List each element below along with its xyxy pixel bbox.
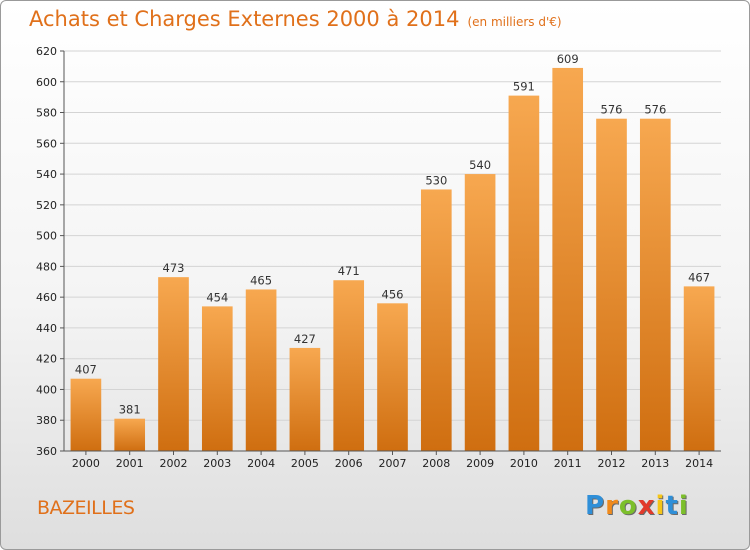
value-label: 591 bbox=[513, 80, 535, 94]
bar-2003[interactable] bbox=[201, 306, 233, 451]
value-label: 473 bbox=[163, 261, 185, 275]
chart-title: Achats et Charges Externes 2000 à 2014 (e… bbox=[29, 7, 562, 31]
bar-2002[interactable] bbox=[158, 277, 189, 451]
x-tick-label: 2003 bbox=[203, 457, 231, 470]
logo-letter: t bbox=[665, 491, 679, 521]
y-tick-label: 500 bbox=[36, 230, 57, 243]
x-tick-label: 2008 bbox=[422, 457, 450, 470]
y-tick-label: 420 bbox=[36, 353, 57, 366]
bar-2004[interactable] bbox=[245, 289, 277, 451]
value-label: 465 bbox=[250, 273, 272, 287]
logo-letter: x bbox=[637, 491, 656, 521]
x-tick-label: 2004 bbox=[247, 457, 275, 470]
y-tick-label: 460 bbox=[36, 291, 57, 304]
bar-2012[interactable] bbox=[596, 118, 627, 451]
value-label: 427 bbox=[294, 332, 316, 346]
bar-2001[interactable] bbox=[114, 418, 146, 451]
y-tick-label: 480 bbox=[36, 260, 57, 273]
logo-letter: i bbox=[678, 491, 689, 521]
x-tick-label: 2006 bbox=[335, 457, 363, 470]
y-tick-label: 560 bbox=[36, 137, 57, 150]
x-tick-label: 2009 bbox=[466, 457, 494, 470]
bar-2013[interactable] bbox=[639, 118, 671, 451]
x-tick-label: 2005 bbox=[291, 457, 319, 470]
proxiti-logo[interactable]: Proxiti bbox=[585, 491, 689, 521]
x-tick-label: 2007 bbox=[379, 457, 407, 470]
x-tick-label: 2012 bbox=[598, 457, 626, 470]
x-tick-label: 2011 bbox=[554, 457, 582, 470]
y-tick-label: 360 bbox=[36, 445, 57, 458]
y-tick-label: 440 bbox=[36, 322, 57, 335]
city-name: BAZEILLES bbox=[37, 497, 135, 519]
value-label: 609 bbox=[557, 52, 579, 66]
value-label: 467 bbox=[688, 270, 710, 284]
y-tick-label: 400 bbox=[36, 383, 57, 396]
x-tick-label: 2013 bbox=[641, 457, 669, 470]
bar-2014[interactable] bbox=[683, 286, 715, 451]
logo-letter: o bbox=[618, 491, 638, 521]
logo-letter: i bbox=[655, 491, 666, 521]
bar-2007[interactable] bbox=[377, 303, 408, 451]
value-label: 530 bbox=[425, 173, 447, 187]
y-tick-label: 380 bbox=[36, 414, 57, 427]
x-tick-label: 2002 bbox=[160, 457, 188, 470]
y-tick-label: 540 bbox=[36, 168, 57, 181]
y-tick-label: 600 bbox=[36, 76, 57, 89]
bar-2011[interactable] bbox=[552, 67, 584, 451]
value-label: 454 bbox=[206, 290, 228, 304]
x-tick-label: 2014 bbox=[685, 457, 713, 470]
x-tick-label: 2010 bbox=[510, 457, 538, 470]
value-label: 381 bbox=[119, 403, 141, 417]
y-tick-label: 520 bbox=[36, 199, 57, 212]
chart-subtitle: (en milliers d'€) bbox=[467, 15, 562, 29]
x-tick-label: 2001 bbox=[116, 457, 144, 470]
value-label: 471 bbox=[338, 264, 360, 278]
logo-letter: P bbox=[585, 491, 606, 521]
bar-2005[interactable] bbox=[289, 347, 321, 451]
value-label: 576 bbox=[601, 103, 623, 117]
bar-2006[interactable] bbox=[333, 280, 365, 451]
y-tick-label: 580 bbox=[36, 107, 57, 120]
bar-2000[interactable] bbox=[70, 378, 102, 451]
value-label: 540 bbox=[469, 158, 491, 172]
x-tick-label: 2000 bbox=[72, 457, 100, 470]
value-label: 456 bbox=[382, 287, 404, 301]
value-label: 576 bbox=[644, 103, 666, 117]
value-label: 407 bbox=[75, 363, 97, 377]
y-tick-label: 620 bbox=[36, 45, 57, 58]
bar-2008[interactable] bbox=[420, 189, 452, 451]
bar-2010[interactable] bbox=[508, 95, 540, 451]
logo-letter: r bbox=[605, 491, 619, 521]
bar-2009[interactable] bbox=[464, 174, 496, 452]
